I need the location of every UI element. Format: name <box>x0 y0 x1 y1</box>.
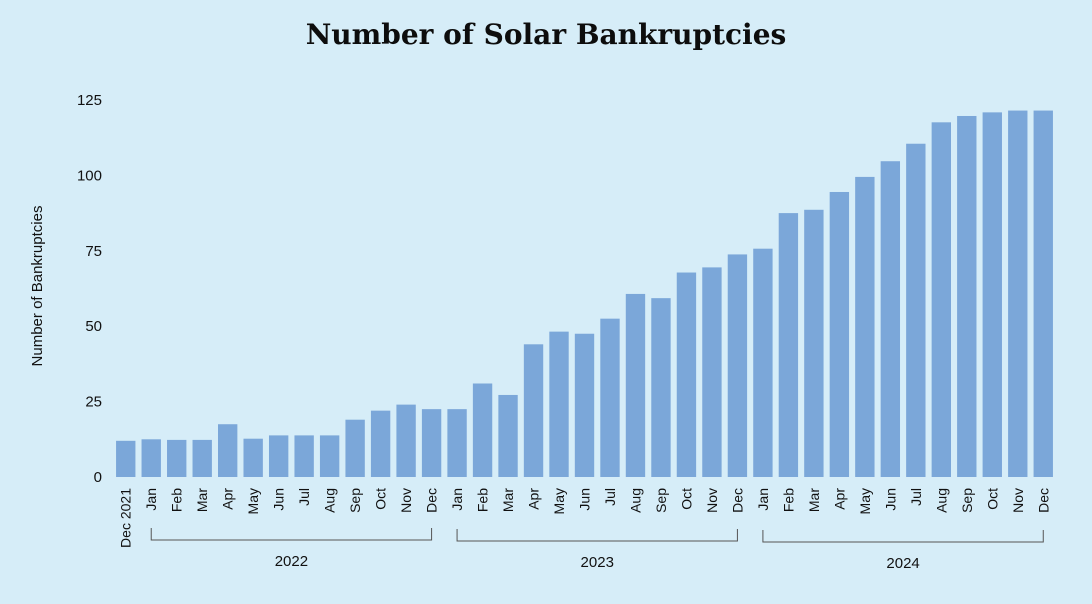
x-tick-label: Sep <box>653 488 669 513</box>
bar <box>1008 110 1028 477</box>
bar <box>549 331 569 477</box>
bar <box>829 191 850 478</box>
x-tick-label: Dec <box>424 488 440 513</box>
x-tick-label: Jul <box>908 488 924 506</box>
bar <box>906 143 926 478</box>
bar <box>600 318 620 477</box>
bar <box>421 409 442 477</box>
year-bracket <box>150 528 433 541</box>
bar <box>1033 110 1053 477</box>
bar <box>192 439 212 477</box>
x-tick-label: May <box>551 488 567 514</box>
x-tick-label: Jan <box>755 488 771 511</box>
bar <box>957 115 977 477</box>
year-bracket <box>456 529 738 542</box>
x-tick-label: Oct <box>678 488 694 510</box>
y-tick-label: 0 <box>94 469 102 486</box>
bar <box>294 435 314 477</box>
year-label: 2024 <box>886 555 919 572</box>
year-label: 2022 <box>275 553 308 570</box>
x-tick-label: Sep <box>347 488 363 513</box>
x-tick-label: Nov <box>1010 488 1026 513</box>
bar <box>625 293 646 477</box>
x-tick-label: Jan <box>449 488 465 511</box>
x-tick-label: Oct <box>984 488 1000 510</box>
x-tick-label: Feb <box>169 488 185 512</box>
y-ticks-group: 0 25 50 75 100 125 <box>77 92 102 486</box>
x-tick-label: Jan <box>143 488 159 511</box>
x-tick-label: May <box>857 488 873 514</box>
x-tick-label: Feb <box>780 488 796 512</box>
bar <box>804 209 824 477</box>
year-bracket <box>762 530 1044 543</box>
x-tick-label: Aug <box>627 488 643 513</box>
bar <box>880 161 901 477</box>
x-tick-label: Nov <box>704 488 720 513</box>
bar <box>243 438 263 477</box>
x-tick-label: Sep <box>959 488 975 513</box>
x-tick-label: Jul <box>602 488 618 506</box>
y-tick-label: 75 <box>85 243 102 260</box>
bar <box>116 440 136 477</box>
bar <box>370 410 391 477</box>
y-tick-label: 50 <box>85 318 102 335</box>
bar <box>702 267 722 477</box>
x-tick-label: Jun <box>271 488 287 511</box>
bar <box>651 298 671 477</box>
bar <box>498 394 518 477</box>
x-tick-label: Dec <box>729 488 745 513</box>
bar <box>218 424 238 477</box>
x-tick-label: Jun <box>882 488 898 511</box>
chart-title: Number of Solar Bankruptcies <box>305 18 787 51</box>
bar <box>141 439 161 477</box>
bar <box>472 383 493 477</box>
bar <box>268 435 289 477</box>
x-tick-label: Mar <box>500 488 516 512</box>
bar <box>447 409 467 477</box>
bar <box>855 176 875 477</box>
bar <box>753 248 773 477</box>
bar <box>676 272 697 477</box>
year-label: 2023 <box>581 554 614 571</box>
x-tick-label: Feb <box>475 488 491 512</box>
x-tick-label: Aug <box>933 488 949 513</box>
x-tick-label: Apr <box>220 488 236 510</box>
x-tick-label: Nov <box>398 488 414 513</box>
x-tick-label: Dec <box>1035 488 1051 513</box>
x-tick-label: Mar <box>806 488 822 512</box>
y-tick-label: 100 <box>77 167 102 184</box>
x-tick-label: Apr <box>526 488 542 510</box>
x-tick-label: May <box>245 488 261 514</box>
y-tick-label: 125 <box>77 92 102 109</box>
bar <box>727 254 748 477</box>
x-tick-label: Jul <box>296 488 312 506</box>
y-axis-label: Number of Bankruptcies <box>29 206 46 367</box>
bar <box>982 112 1002 478</box>
x-tick-label: Aug <box>322 488 338 513</box>
year-groups: 2022 2023 2024 <box>150 528 1044 572</box>
bars-group <box>116 110 1053 478</box>
y-tick-label: 25 <box>85 394 102 411</box>
x-ticks-group: Dec 2021 Jan Feb Mar Apr May Jun Jul Aug Sep Oct No… <box>118 488 1052 548</box>
bar <box>396 404 416 477</box>
x-tick-label: Apr <box>831 488 847 510</box>
x-tick-label: Jun <box>577 488 593 511</box>
bar <box>345 419 365 477</box>
x-tick-label: Dec 2021 <box>118 488 134 548</box>
bar <box>167 439 187 477</box>
bar <box>931 122 951 477</box>
bar <box>523 344 544 477</box>
x-tick-label: Oct <box>373 488 389 510</box>
bar <box>574 333 595 477</box>
x-tick-label: Mar <box>194 488 210 512</box>
bar <box>778 213 799 477</box>
bar <box>319 435 340 477</box>
